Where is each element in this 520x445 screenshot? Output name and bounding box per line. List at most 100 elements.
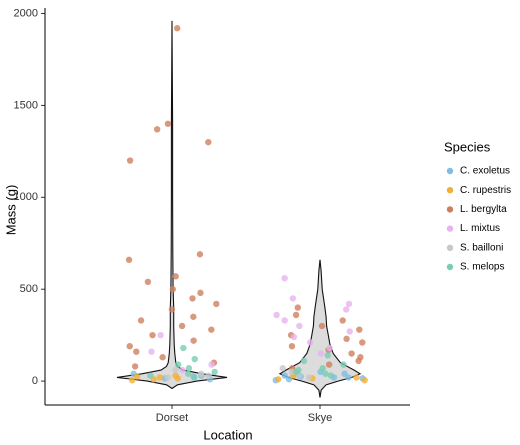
data-point xyxy=(355,357,362,365)
data-point xyxy=(296,322,303,330)
data-point xyxy=(169,286,177,293)
data-point xyxy=(318,322,326,330)
data-point xyxy=(294,304,302,311)
data-point xyxy=(342,306,350,313)
data-point xyxy=(164,120,172,127)
data-point xyxy=(179,366,186,374)
legend-label: S. melops xyxy=(460,262,504,273)
data-point xyxy=(339,317,346,324)
data-point xyxy=(281,372,288,379)
data-point xyxy=(341,370,348,377)
data-point xyxy=(128,376,136,384)
data-point xyxy=(317,350,325,357)
data-point xyxy=(149,331,156,339)
data-point xyxy=(281,317,288,324)
data-point xyxy=(126,157,134,164)
data-point xyxy=(273,311,280,319)
data-point xyxy=(148,348,155,355)
data-point xyxy=(144,278,152,286)
x-tick-label: Skye xyxy=(308,412,332,424)
legend-label: C. rupestris xyxy=(460,185,511,196)
data-point xyxy=(133,373,141,380)
legend-marker xyxy=(446,263,454,271)
data-point xyxy=(156,374,163,381)
data-point xyxy=(281,274,288,282)
data-point xyxy=(205,372,212,379)
data-point xyxy=(205,138,212,146)
legend-marker xyxy=(446,187,454,194)
data-point xyxy=(300,357,308,365)
data-point xyxy=(359,339,366,346)
data-point xyxy=(190,313,197,320)
data-point xyxy=(178,322,186,330)
data-point xyxy=(197,370,205,377)
x-axis-title: Location xyxy=(203,427,252,442)
data-point xyxy=(185,370,192,377)
data-point xyxy=(289,295,297,302)
legend-label: L. mixtus xyxy=(460,223,500,234)
data-point xyxy=(290,333,298,341)
data-point xyxy=(131,363,139,370)
data-point xyxy=(197,289,204,297)
data-point xyxy=(174,361,182,368)
data-point xyxy=(174,25,181,32)
data-point xyxy=(172,372,179,379)
data-point xyxy=(319,365,326,372)
data-point xyxy=(190,337,197,344)
data-point xyxy=(285,376,293,383)
data-point xyxy=(208,361,215,368)
legend-title: Species xyxy=(444,139,491,154)
data-point xyxy=(345,300,353,308)
y-tick-label: 1500 xyxy=(14,99,38,111)
data-point xyxy=(361,376,368,384)
x-tick-label: Dorset xyxy=(156,412,188,424)
data-point xyxy=(322,370,329,377)
y-tick-label: 500 xyxy=(20,283,38,295)
data-point xyxy=(172,366,179,374)
data-point xyxy=(191,355,198,363)
data-point xyxy=(326,344,333,352)
y-tick-label: 0 xyxy=(32,375,38,387)
data-point xyxy=(137,317,145,324)
data-point xyxy=(213,300,220,308)
data-point xyxy=(306,339,314,346)
data-point xyxy=(185,365,193,372)
y-axis-title: Mass (g) xyxy=(3,185,18,236)
data-point xyxy=(208,326,215,333)
legend-marker xyxy=(446,244,454,251)
data-point xyxy=(172,273,179,280)
data-point xyxy=(275,376,282,383)
data-point xyxy=(196,251,204,258)
violin xyxy=(116,20,228,390)
data-point xyxy=(164,374,172,381)
data-point xyxy=(126,342,133,350)
data-point xyxy=(288,342,296,350)
data-point xyxy=(292,311,300,319)
data-point xyxy=(353,374,360,381)
y-tick-label: 1000 xyxy=(14,191,38,203)
data-point xyxy=(325,361,333,368)
data-point xyxy=(356,326,363,333)
y-tick-label: 2000 xyxy=(14,7,38,19)
legend-label: C. exoletus xyxy=(460,166,510,177)
data-point xyxy=(159,354,166,361)
data-point xyxy=(327,372,335,379)
violin xyxy=(278,259,362,398)
data-point xyxy=(133,348,140,355)
legend-marker xyxy=(446,167,454,175)
data-point xyxy=(125,256,133,264)
data-point xyxy=(348,350,355,357)
data-point xyxy=(324,352,331,359)
data-point xyxy=(305,374,313,381)
data-point xyxy=(343,335,350,343)
legend-marker xyxy=(446,225,454,232)
data-point xyxy=(211,368,218,376)
data-point xyxy=(190,374,198,381)
data-point xyxy=(168,306,176,313)
legend-label: S. bailloni xyxy=(460,242,503,253)
data-point xyxy=(288,368,296,376)
data-point xyxy=(346,328,353,335)
data-point xyxy=(189,295,196,302)
data-point xyxy=(147,372,154,379)
